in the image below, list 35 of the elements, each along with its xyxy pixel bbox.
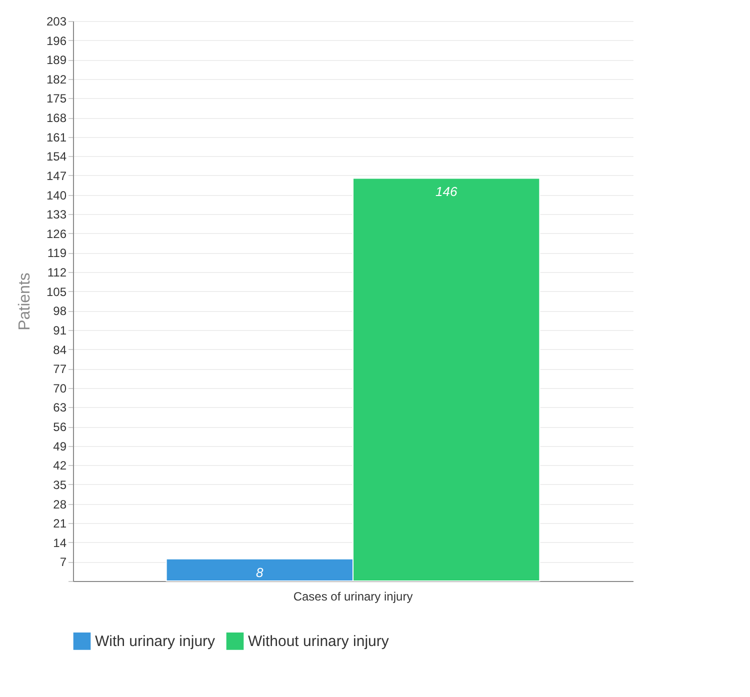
y-tick-label: 21	[53, 516, 67, 531]
y-tick-label: 161	[46, 130, 67, 144]
y-tick-label: 147	[46, 168, 67, 183]
y-tick-label: 126	[46, 226, 67, 241]
y-tick-label: 42	[53, 458, 67, 473]
legend-label: Without urinary injury	[248, 633, 390, 650]
y-tick-label: 140	[46, 188, 67, 202]
y-tick-label: 196	[46, 34, 67, 48]
y-tick-label: 133	[46, 208, 67, 222]
data-label: 8	[256, 564, 264, 580]
y-tick-label: 189	[46, 53, 67, 68]
y-tick-label: 56	[53, 420, 67, 434]
y-tick-label: 35	[53, 478, 67, 492]
x-tick-label: Cases of urinary injury	[293, 590, 413, 604]
y-tick-label: 77	[53, 362, 67, 376]
y-tick-label: 14	[53, 536, 67, 550]
y-tick-label: 154	[46, 150, 67, 164]
y-tick-label: 91	[53, 323, 67, 338]
y-tick-label: 119	[47, 246, 67, 260]
y-tick-label: 7	[60, 555, 67, 570]
y-tick-label: 98	[53, 304, 67, 318]
y-tick-label: 105	[46, 284, 67, 299]
y-tick-label: 70	[53, 381, 67, 396]
y-tick-label: 49	[53, 439, 67, 454]
legend-label: With urinary injury	[95, 633, 216, 650]
y-tick-label: 63	[53, 400, 67, 415]
y-tick-label: 182	[46, 72, 67, 86]
y-tick-label: 28	[53, 497, 67, 512]
y-tick-label: 84	[53, 342, 67, 357]
y-tick-label: 168	[46, 111, 67, 126]
y-axis-title: Patients	[16, 272, 34, 330]
y-tick-label: 175	[46, 92, 67, 106]
data-label: 146	[435, 184, 458, 200]
y-tick-label: 112	[47, 266, 67, 280]
y-tick-label: 203	[46, 14, 67, 28]
